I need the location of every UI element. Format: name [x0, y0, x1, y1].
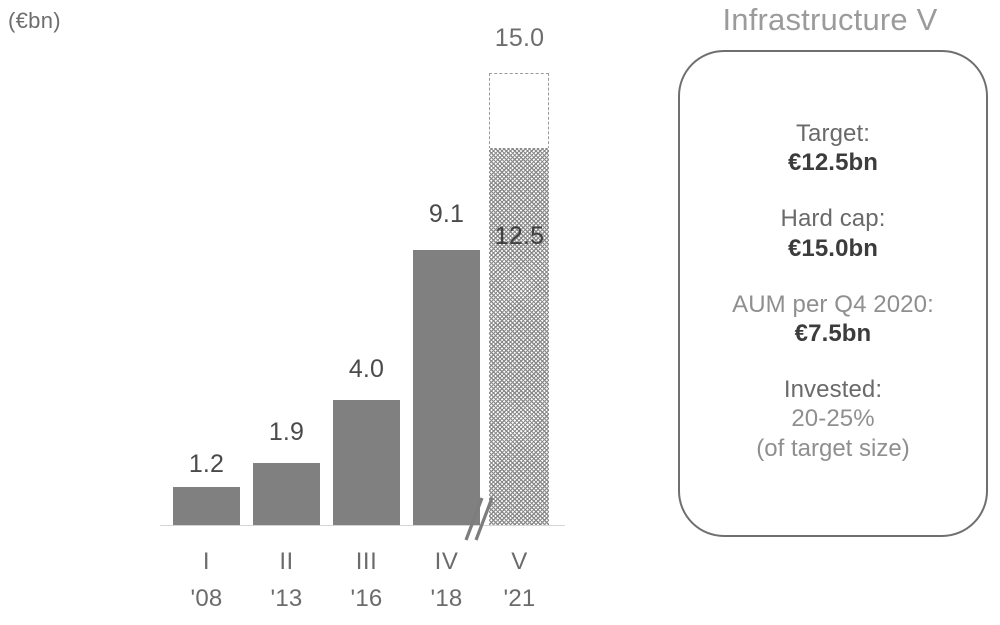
panel-row-aum: AUM per Q4 2020: €7.5bn	[694, 290, 972, 349]
panel-row-hard-cap-value: €15.0bn	[787, 234, 879, 262]
x-tick-roman-iv: IV	[434, 548, 459, 575]
x-tick-roman-v: V	[511, 548, 528, 575]
bar-fund-iv[interactable]	[413, 250, 480, 525]
bar-cap-label-v: 15.0	[494, 24, 545, 52]
bar-fund-ii[interactable]	[253, 463, 320, 525]
bar-fund-i[interactable]	[173, 487, 240, 525]
x-tick-year-ii: '13	[270, 585, 303, 612]
x-tick-year-iv: '18	[430, 585, 463, 612]
panel-row-invested: Invested: 20-25% (of target size)	[694, 375, 972, 464]
bar-chart: (€bn) 1.2 1.9 4.0 9.1 12.5 15.0	[8, 8, 565, 612]
bar-fund-v-hardcap-outline	[489, 73, 549, 149]
bar-fund-iii[interactable]	[333, 400, 400, 525]
panel-row-invested-label: Invested:	[783, 375, 883, 403]
panel-row-target-label: Target:	[795, 119, 871, 147]
bar-fund-v[interactable]	[489, 148, 549, 525]
bar-value-label-ii: 1.9	[268, 418, 305, 446]
panel-row-hard-cap: Hard cap: €15.0bn	[694, 204, 972, 263]
x-tick-year-v: '21	[503, 585, 536, 612]
x-axis-baseline	[160, 525, 565, 526]
bar-value-label-iii: 4.0	[348, 355, 385, 383]
axis-break-icon	[452, 490, 494, 542]
bar-value-label-iv: 9.1	[428, 200, 465, 228]
panel-row-invested-note: (of target size)	[756, 435, 910, 463]
plot-area: 1.2 1.9 4.0 9.1 12.5 15.0 I	[160, 24, 565, 612]
panel-row-hard-cap-label: Hard cap:	[780, 205, 886, 233]
x-tick-year-i: '08	[190, 585, 223, 612]
bar-value-label-i: 1.2	[188, 450, 225, 478]
x-tick-year-iii: '16	[350, 585, 383, 612]
x-tick-roman-ii: II	[279, 548, 294, 575]
bar-value-label-v: 12.5	[494, 222, 545, 250]
panel-box-outline	[678, 50, 988, 537]
panel-row-invested-value: 20-25%	[791, 405, 875, 433]
panel-title: Infrastructure V	[722, 2, 938, 37]
x-tick-roman-i: I	[202, 548, 211, 575]
panel-row-target-value: €12.5bn	[787, 149, 879, 177]
panel-row-target: Target: €12.5bn	[694, 119, 972, 178]
panel-row-aum-value: €7.5bn	[794, 319, 872, 347]
panel-rows: Target: €12.5bn Hard cap: €15.0bn AUM pe…	[678, 50, 988, 537]
y-axis-unit-label: (€bn)	[8, 8, 61, 33]
fund-info-panel: Infrastructure V Target: €12.5bn Hard ca…	[660, 0, 1000, 625]
panel-row-aum-label: AUM per Q4 2020:	[732, 290, 934, 318]
x-tick-roman-iii: III	[355, 548, 378, 575]
